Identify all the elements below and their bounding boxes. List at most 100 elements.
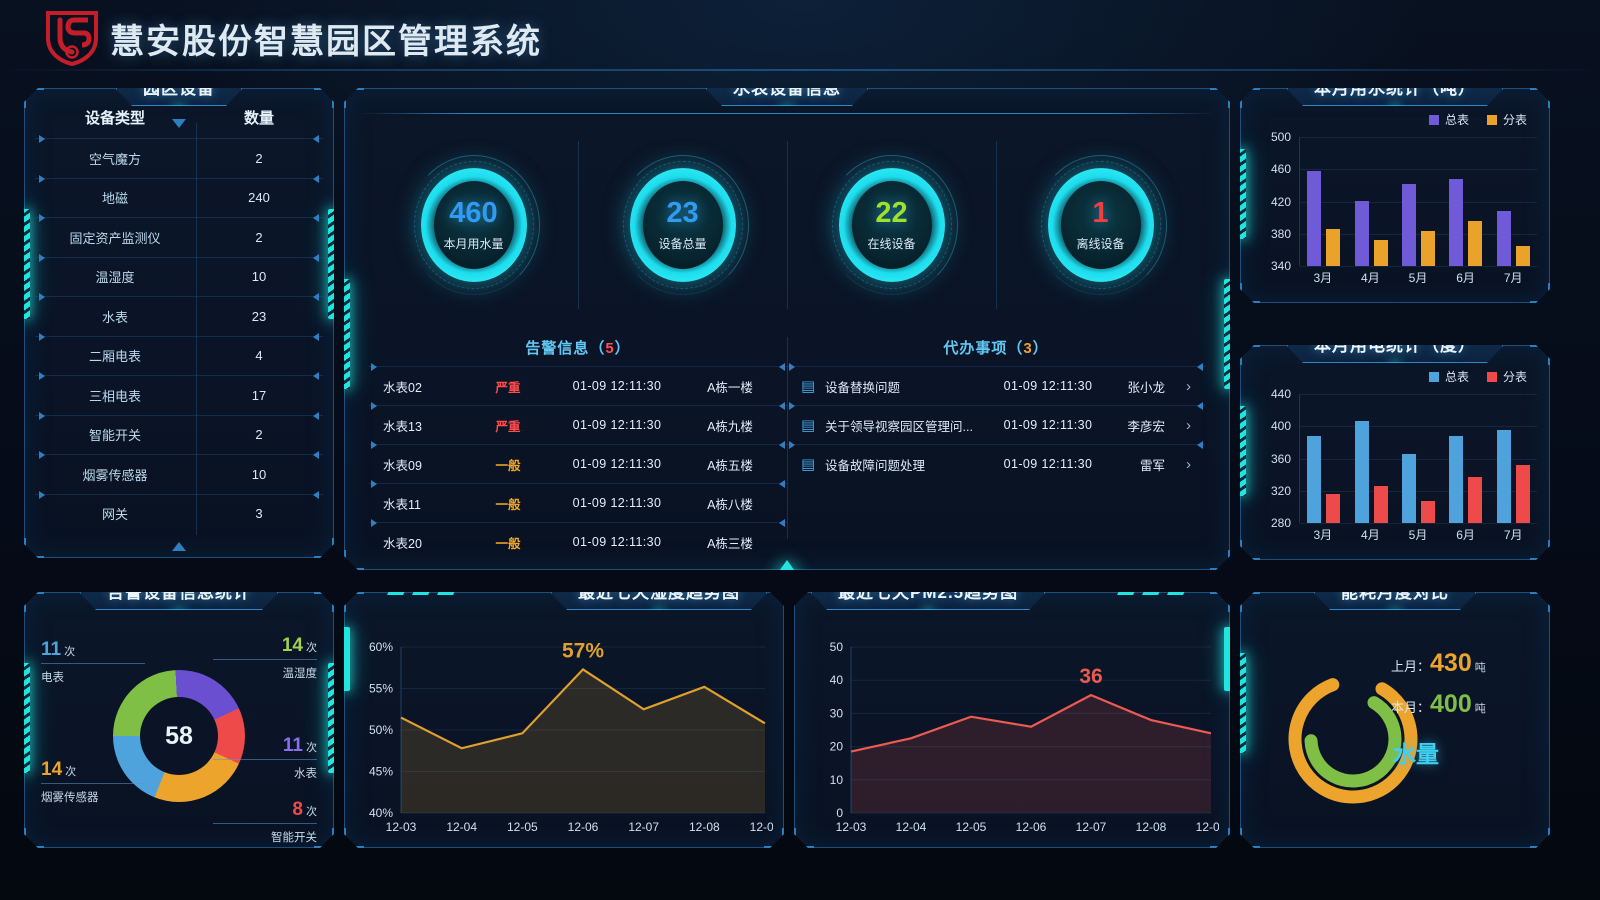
list-item[interactable]: ▤ 设备替换问题 01-09 12:11:30 张小龙 ›: [787, 366, 1205, 405]
bar[interactable]: [1516, 246, 1530, 266]
legend-label: 分表: [1502, 370, 1527, 384]
gauge-label: 本月用水量: [443, 236, 504, 251]
gridline: [1300, 491, 1537, 492]
bar[interactable]: [1326, 494, 1340, 523]
bar[interactable]: [1449, 179, 1463, 266]
bar-group: [1300, 394, 1347, 523]
axis-tick-label: 6月: [1456, 528, 1475, 542]
row-marker-left: [39, 451, 45, 459]
bar[interactable]: [1421, 501, 1435, 523]
bar[interactable]: [1402, 454, 1416, 523]
row-marker-right: [313, 451, 319, 459]
scroll-down-icon[interactable]: [172, 119, 186, 128]
neon-accent-left: [21, 663, 30, 773]
table-row[interactable]: 水表11 一般 01-09 12:11:30 A栋八楼: [369, 483, 787, 522]
table-row[interactable]: 水表20 一般 01-09 12:11:30 A栋三楼: [369, 522, 787, 561]
table-row[interactable]: 烟雾传感器 10: [35, 454, 323, 494]
corner-br: [1210, 550, 1230, 570]
donut-label: 14 次温湿度: [213, 635, 317, 681]
table-row[interactable]: 智能开关 2: [35, 415, 323, 455]
bar-group: [1395, 394, 1442, 523]
gridline: [1300, 394, 1537, 395]
table-row[interactable]: 网关 3: [35, 494, 323, 534]
chevron-right-icon[interactable]: ›: [1186, 377, 1191, 395]
table-row[interactable]: 空气魔方 2: [35, 138, 323, 178]
todo-list-title: 代办事项（3）: [787, 331, 1205, 366]
table-row[interactable]: 地磁 240: [35, 178, 323, 218]
legend-item: 总表: [1429, 368, 1469, 385]
donut-label-line: [41, 783, 145, 784]
bar[interactable]: [1449, 436, 1463, 523]
gauge[interactable]: 460 本月用水量: [408, 155, 540, 295]
row-marker-left: [39, 412, 45, 420]
axis-tick-label: 5月: [1408, 271, 1428, 285]
table-row[interactable]: 三相电表 17: [35, 375, 323, 415]
alarm-device-name: 水表09: [383, 458, 422, 473]
gauge-outer-ring: [408, 155, 540, 295]
axis-tick-label: 3月: [1313, 271, 1333, 285]
axis-tick-label: 50: [830, 640, 844, 654]
gauge[interactable]: 23 设备总量: [617, 155, 749, 295]
bar[interactable]: [1468, 477, 1482, 523]
table-row[interactable]: 固定资产监测仪 2: [35, 217, 323, 257]
axis-tick-label: 12-03: [836, 820, 867, 834]
bar[interactable]: [1402, 184, 1416, 266]
bar[interactable]: [1307, 436, 1321, 523]
alarm-location: A栋八楼: [707, 497, 753, 512]
table-row[interactable]: 水表 23: [35, 296, 323, 336]
document-icon: ▤: [801, 456, 816, 473]
water-chart-yaxis: 500 460 420 380 340: [1255, 137, 1297, 266]
table-row[interactable]: 水表02 严重 01-09 12:11:30 A栋一楼: [369, 366, 787, 405]
document-icon: ▤: [801, 378, 816, 395]
axis-tick-label: 380: [1270, 226, 1291, 241]
chevron-right-icon[interactable]: ›: [1186, 416, 1191, 434]
gauge-label: 离线设备: [1076, 236, 1125, 251]
bar[interactable]: [1421, 231, 1435, 266]
bar[interactable]: [1516, 465, 1530, 523]
donut-label-value: 11 次: [41, 639, 145, 661]
bar[interactable]: [1326, 229, 1340, 266]
energy-arc: [1295, 685, 1411, 797]
gauge-label: 设备总量: [658, 236, 707, 251]
bar[interactable]: [1468, 221, 1482, 266]
gauge[interactable]: 1 离线设备: [1035, 155, 1167, 295]
bar[interactable]: [1355, 421, 1369, 523]
bar[interactable]: [1497, 211, 1511, 266]
legend-swatch: [1487, 372, 1497, 382]
gauge-dashed-ring: [1041, 161, 1161, 289]
todo-list-box: 代办事项（3） ▤ 设备替换问题 01-09 12:11:30 张小龙 › ▤ 关于领导视察…: [787, 331, 1205, 545]
bar-group: [1490, 137, 1537, 266]
chevron-right-icon[interactable]: ›: [1186, 455, 1191, 473]
bar-group: [1490, 394, 1537, 523]
bar[interactable]: [1374, 240, 1388, 266]
donut-label-name: 水表: [294, 768, 317, 780]
bar[interactable]: [1307, 171, 1321, 266]
table-row[interactable]: 水表09 一般 01-09 12:11:30 A栋五楼: [369, 444, 787, 483]
neon-accent-right: [328, 663, 337, 773]
table-row[interactable]: 温湿度 10: [35, 257, 323, 297]
list-item[interactable]: ▤ 关于领导视察园区管理问... 01-09 12:11:30 李彦宏 ›: [787, 405, 1205, 444]
deco-seg: [387, 587, 407, 595]
table-vertical-divider: [196, 123, 197, 535]
table-row[interactable]: 水表13 严重 01-09 12:11:30 A栋九楼: [369, 405, 787, 444]
humidity-title-text: 最近七天湿度趋势图: [578, 583, 740, 602]
deco-seg: [1142, 587, 1162, 595]
panel-dash-decoration: [1117, 587, 1187, 595]
bar[interactable]: [1355, 201, 1369, 266]
row-marker-left: [39, 491, 45, 499]
bar[interactable]: [1374, 486, 1388, 523]
list-item[interactable]: ▤ 设备故障问题处理 01-09 12:11:30 雷军 ›: [787, 444, 1205, 483]
legend-item: 分表: [1487, 111, 1527, 128]
todo-text: 设备替换问题: [825, 380, 901, 395]
donut-panel-title: 告警设备信息统计: [80, 576, 278, 610]
energy-label: 上月：: [1391, 659, 1431, 674]
equipment-count: 17: [251, 387, 267, 403]
neon-accent-left: [21, 209, 30, 319]
gauge[interactable]: 22 在线设备: [826, 155, 958, 295]
bar[interactable]: [1497, 430, 1511, 523]
row-marker-left: [371, 519, 377, 527]
gauge-dashed-ring: [623, 161, 743, 289]
row-marker-right: [779, 363, 785, 371]
scroll-up-icon[interactable]: [172, 542, 186, 551]
table-row[interactable]: 二厢电表 4: [35, 336, 323, 376]
